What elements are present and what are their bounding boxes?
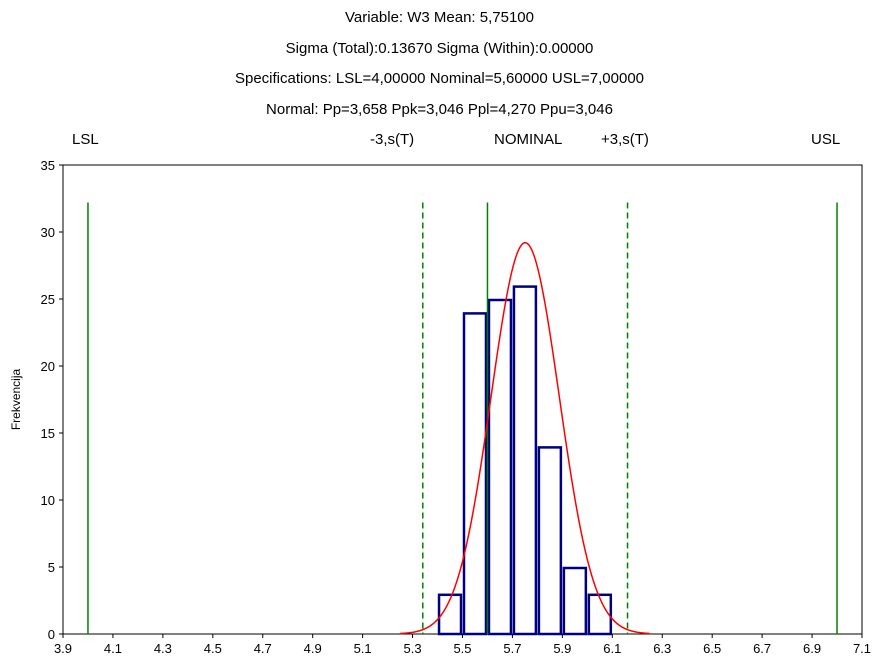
chart-title-line-4: Normal: Pp=3,658 Ppk=3,046 Ppl=4,270 Ppu… (266, 101, 613, 118)
lsl-label: LSL (72, 131, 99, 148)
plus-3s-label: +3,s(T) (601, 131, 649, 148)
histogram-bar (487, 298, 513, 636)
x-tick-label: 5.5 (453, 641, 471, 656)
normal-curve (400, 241, 650, 635)
y-tick-label: 25 (41, 292, 55, 307)
usl-label: USL (811, 131, 841, 148)
y-tick-label: 20 (41, 359, 55, 374)
x-tick-label: 3.9 (54, 641, 72, 656)
histogram-bar (562, 566, 588, 636)
x-tick-label: 6.5 (703, 641, 721, 656)
histogram-bar (587, 593, 613, 636)
histogram-bar (462, 312, 488, 636)
x-tick-label: 4.5 (204, 641, 222, 656)
minus-3s-label: -3,s(T) (370, 131, 415, 148)
x-tick-label: 4.7 (254, 641, 272, 656)
chart-title-line-2: Sigma (Total):0.13670 Sigma (Within):0.0… (285, 40, 594, 57)
histogram-bar (512, 285, 538, 636)
x-tick-label: 6.1 (603, 641, 621, 656)
x-tick-label: 6.3 (653, 641, 671, 656)
histogram-bar (537, 446, 563, 636)
chart-title-line-1: Variable: W3 Mean: 5,75100 (344, 9, 534, 26)
plot-area: 0 5 10 15 20 25 30 35 3.9 4.1 4.3 4.5 4.7 4.9 5.1 5.3 5.… (9, 158, 871, 656)
chart-title-line-3: Specifications: LSL=4,00000 Nominal=5,60… (234, 70, 645, 87)
y-tick-label: 0 (48, 627, 55, 642)
x-tick-label: 5.7 (503, 641, 521, 656)
y-tick-label: 35 (41, 158, 55, 173)
y-tick-label: 15 (41, 426, 55, 441)
x-tick-label: 7.1 (853, 641, 871, 656)
x-tick-label: 5.9 (553, 641, 571, 656)
x-tick-label: 5.3 (404, 641, 422, 656)
y-axis-label: Frekvencija (9, 369, 23, 431)
x-tick-label: 6.9 (803, 641, 821, 656)
y-tick-label: 10 (41, 493, 55, 508)
x-tick-label: 5.1 (354, 641, 372, 656)
x-tick-label: 4.3 (154, 641, 172, 656)
y-tick-label: 5 (48, 560, 55, 575)
nominal-label: NOMINAL (494, 131, 563, 148)
x-tick-label: 4.1 (104, 641, 122, 656)
y-tick-label: 30 (41, 225, 55, 240)
x-tick-label: 4.9 (304, 641, 322, 656)
x-tick-label: 6.7 (753, 641, 771, 656)
histogram-bar (437, 593, 463, 636)
